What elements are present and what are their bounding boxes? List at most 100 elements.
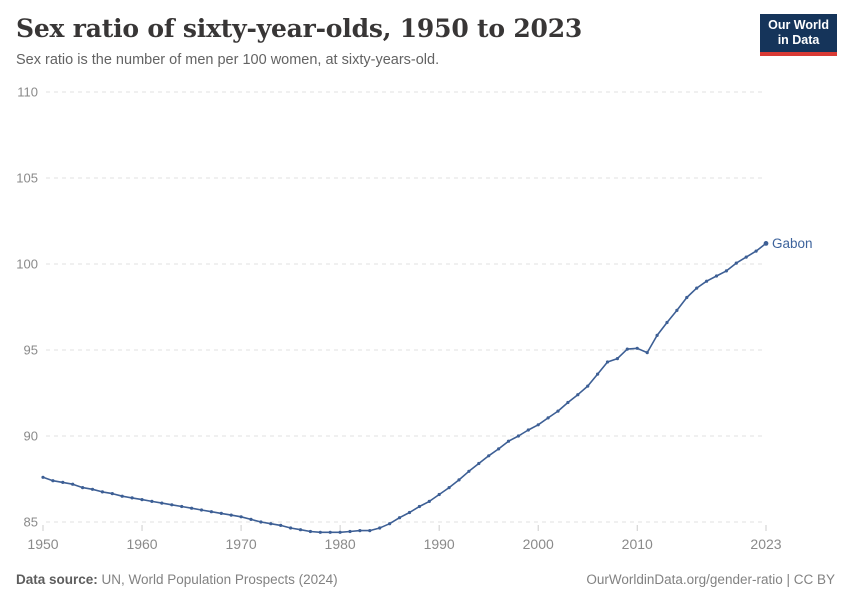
data-point — [536, 423, 540, 427]
data-point — [605, 360, 610, 364]
x-tick-label: 1970 — [226, 536, 257, 552]
data-point — [388, 522, 392, 526]
owid-logo-line1: Our World — [768, 18, 829, 32]
data-point — [714, 274, 719, 278]
y-tick-label: 85 — [24, 515, 38, 530]
data-point — [279, 523, 283, 528]
data-point — [190, 506, 194, 510]
owid-logo[interactable]: Our World in Data — [760, 14, 837, 56]
x-tick-label: 2010 — [622, 536, 653, 552]
data-point — [110, 492, 114, 496]
data-point — [695, 286, 699, 290]
data-point — [506, 439, 511, 443]
data-point — [41, 475, 45, 479]
data-point — [675, 308, 679, 312]
data-point — [497, 447, 501, 451]
data-point — [754, 249, 758, 253]
data-point — [368, 529, 372, 533]
owid-logo-line2: in Data — [777, 33, 820, 48]
data-point — [397, 516, 402, 520]
data-point — [407, 510, 412, 515]
data-point — [61, 480, 65, 484]
data-point — [249, 517, 253, 522]
data-point — [160, 501, 164, 505]
data-point — [378, 526, 382, 530]
data-point — [130, 496, 134, 500]
chart-title: Sex ratio of sixty-year-olds, 1950 to 20… — [16, 14, 583, 43]
y-tick-label: 90 — [24, 429, 38, 444]
data-point — [219, 511, 223, 515]
data-point — [556, 409, 560, 413]
data-point — [685, 295, 689, 300]
data-point — [170, 503, 174, 507]
data-point — [447, 486, 451, 490]
data-point — [516, 434, 521, 438]
data-point — [724, 269, 729, 273]
data-point — [487, 454, 491, 458]
data-point — [90, 487, 95, 491]
data-point — [81, 486, 85, 490]
data-point — [655, 333, 659, 337]
data-source: Data source: UN, World Population Prospe… — [16, 572, 338, 587]
data-point — [239, 515, 243, 519]
chart-subtitle: Sex ratio is the number of men per 100 w… — [16, 52, 440, 68]
data-point — [180, 504, 184, 509]
data-point — [100, 490, 104, 494]
data-point — [427, 499, 431, 503]
data-point — [566, 400, 570, 405]
data-point — [705, 279, 709, 283]
data-point — [645, 351, 649, 355]
data-point — [289, 526, 293, 530]
data-point — [140, 498, 144, 502]
data-point — [51, 479, 55, 483]
data-source-text: UN, World Population Prospects (2024) — [97, 572, 338, 587]
x-tick-label: 1990 — [424, 536, 455, 552]
series-label-gabon[interactable]: Gabon — [772, 236, 813, 251]
data-point — [269, 522, 273, 526]
x-tick-label: 1960 — [126, 536, 157, 552]
data-point — [358, 529, 362, 533]
data-point — [417, 504, 421, 509]
data-point — [615, 357, 620, 361]
data-point — [209, 510, 213, 514]
y-tick-label: 110 — [17, 85, 38, 100]
data-point — [259, 520, 263, 524]
data-point — [576, 393, 580, 397]
chart-footer: Data source: UN, World Population Prospe… — [16, 572, 835, 587]
data-point — [199, 508, 204, 512]
data-point — [744, 255, 748, 259]
x-tick-label: 1980 — [325, 536, 356, 552]
chart-header: Sex ratio of sixty-year-olds, 1950 to 20… — [16, 14, 837, 70]
data-point — [71, 482, 75, 486]
x-tick-label: 2000 — [523, 536, 554, 552]
data-point — [596, 372, 600, 376]
data-source-label: Data source: — [16, 572, 98, 587]
data-point — [348, 529, 352, 534]
data-point — [229, 513, 233, 517]
data-point — [328, 530, 332, 534]
data-point — [477, 461, 481, 466]
x-tick-label: 1950 — [27, 536, 58, 552]
data-point — [308, 529, 312, 534]
data-point — [734, 261, 738, 265]
data-point — [586, 384, 590, 388]
credit-line[interactable]: OurWorldinData.org/gender-ratio | CC BY — [586, 572, 835, 587]
data-point — [526, 428, 530, 432]
data-point — [338, 530, 342, 534]
data-point — [665, 320, 669, 325]
data-point — [763, 241, 769, 246]
data-point — [457, 478, 461, 482]
data-point — [467, 469, 471, 473]
data-point — [625, 347, 629, 351]
data-point — [120, 494, 124, 498]
y-tick-label: 100 — [16, 257, 38, 272]
data-point — [298, 528, 303, 532]
data-point — [150, 499, 154, 503]
x-tick-label: 2023 — [750, 536, 781, 552]
data-point — [437, 492, 441, 497]
gabon-line[interactable] — [42, 242, 767, 534]
y-tick-label: 105 — [16, 171, 38, 186]
y-tick-label: 95 — [24, 343, 38, 358]
